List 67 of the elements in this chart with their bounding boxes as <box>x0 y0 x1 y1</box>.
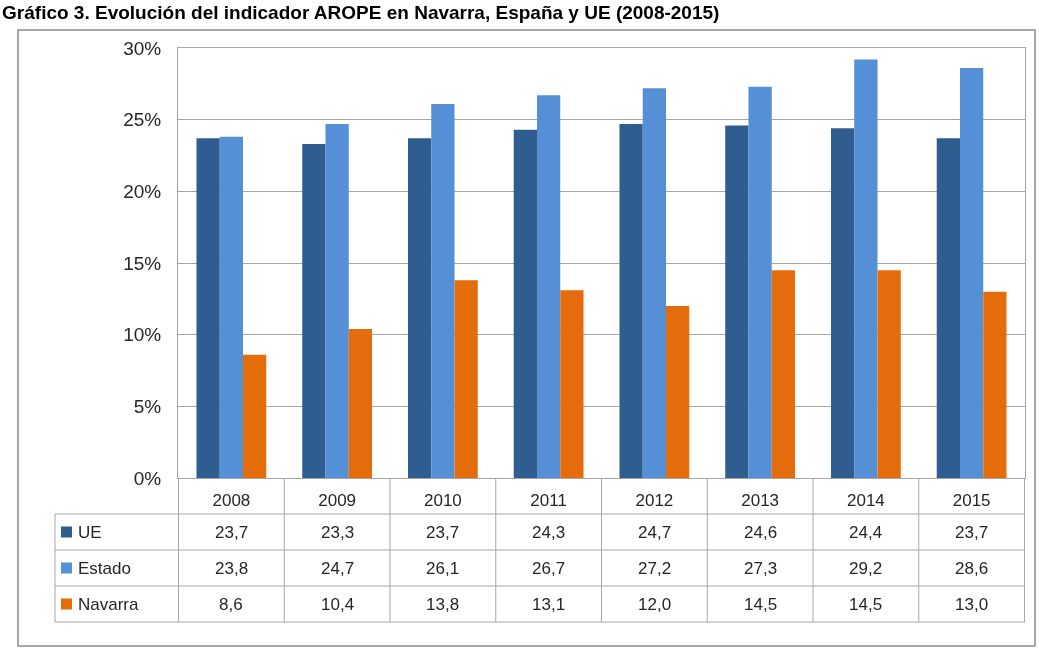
x-tick-label: 2009 <box>318 491 357 511</box>
legend-label: Estado <box>78 559 131 578</box>
data-label: 24,7 <box>321 559 355 578</box>
y-tick-label: 5% <box>133 395 162 417</box>
legend-label: UE <box>78 523 102 542</box>
bar <box>725 125 749 478</box>
bar <box>348 328 373 478</box>
data-label: 13,1 <box>532 595 566 614</box>
data-label: 14,5 <box>849 595 883 614</box>
data-label: 23,7 <box>955 523 989 542</box>
bar <box>513 129 537 478</box>
data-label: 27,2 <box>638 559 672 578</box>
data-label: 23,7 <box>426 523 460 542</box>
data-label: 14,5 <box>744 595 778 614</box>
bar <box>431 103 455 478</box>
x-tick-label: 2015 <box>952 491 991 511</box>
x-tick-label: 2012 <box>635 491 674 511</box>
data-label: 23,8 <box>215 559 249 578</box>
data-label: 13,8 <box>426 595 460 614</box>
bar <box>877 270 901 478</box>
bar <box>748 86 772 478</box>
data-label: 26,1 <box>426 559 460 578</box>
bar <box>454 280 478 478</box>
bar <box>243 354 267 478</box>
chart-title: Gráfico 3. Evolución del indicador AROPE en Navarra, España y UE (2008-2015) <box>2 1 720 23</box>
bar <box>219 136 244 478</box>
data-label: 12,0 <box>638 595 672 614</box>
data-label: 23,3 <box>321 523 355 542</box>
y-tick-label: 10% <box>123 324 162 346</box>
bar <box>771 270 796 478</box>
x-tick-label: 2014 <box>846 491 885 511</box>
bar <box>196 138 220 478</box>
bar <box>619 123 643 478</box>
data-label: 8,6 <box>219 595 243 614</box>
bar <box>302 144 326 478</box>
data-label: 24,3 <box>532 523 566 542</box>
data-label: 29,2 <box>849 559 883 578</box>
bar <box>407 138 432 478</box>
x-tick-label: 2008 <box>212 491 251 511</box>
data-label: 23,7 <box>215 523 249 542</box>
bar <box>959 68 984 478</box>
y-tick-label: 0% <box>133 467 162 489</box>
x-tick-label: 2010 <box>423 491 462 511</box>
bar <box>854 59 878 478</box>
data-label: 24,7 <box>638 523 672 542</box>
bar <box>536 95 561 478</box>
bar <box>666 306 690 478</box>
data-label: 26,7 <box>532 559 566 578</box>
bar <box>642 88 667 478</box>
data-label: 24,6 <box>744 523 778 542</box>
y-tick-label: 25% <box>123 109 162 131</box>
bar <box>983 291 1007 478</box>
y-tick-label: 30% <box>123 37 162 59</box>
y-tick-label: 15% <box>123 252 162 274</box>
bar <box>830 128 855 478</box>
data-label: 13,0 <box>955 595 989 614</box>
data-label: 27,3 <box>744 559 778 578</box>
y-tick-label: 20% <box>123 180 162 202</box>
data-label: 24,4 <box>849 523 883 542</box>
legend-label: Navarra <box>78 595 140 614</box>
bar <box>325 123 349 478</box>
bar <box>560 290 584 478</box>
x-tick-label: 2013 <box>741 491 780 511</box>
x-tick-label: 2011 <box>530 491 567 511</box>
bar <box>936 138 960 478</box>
data-label: 28,6 <box>955 559 989 578</box>
data-label: 10,4 <box>321 595 355 614</box>
